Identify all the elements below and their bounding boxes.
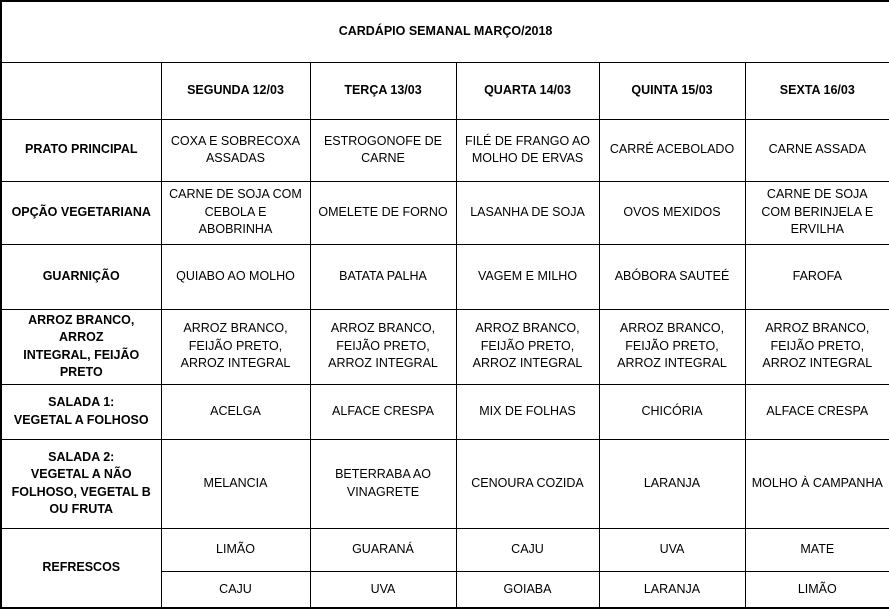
menu-cell: FILÉ DE FRANGO AO MOLHO DE ERVAS xyxy=(455,118,600,182)
menu-cell: UVA xyxy=(598,527,746,572)
table-row-salada-2: SALADA 2: VEGETAL A NÃO FOLHOSO, VEGETAL… xyxy=(0,438,889,529)
table-row-arroz-feijao: ARROZ BRANCO, ARROZ INTEGRAL, FEIJÃO PRE… xyxy=(0,308,889,385)
menu-cell: CAJU xyxy=(455,527,600,572)
menu-cell: MIX DE FOLHAS xyxy=(455,383,600,440)
menu-cell: OVOS MEXIDOS xyxy=(598,180,746,245)
menu-cell: ABÓBORA SAUTEÉ xyxy=(598,243,746,310)
menu-cell: CARNE ASSADA xyxy=(744,118,889,182)
table-row-refrescos-1: REFRESCOS LIMÃO GUARANÁ CAJU UVA MATE xyxy=(0,527,889,609)
menu-cell: GOIABA xyxy=(455,570,600,609)
menu-cell: LIMÃO xyxy=(744,570,889,609)
menu-cell: MOLHO À CAMPANHA xyxy=(744,438,889,529)
menu-cell: ALFACE CRESPA xyxy=(309,383,457,440)
day-header-wednesday: QUARTA 14/03 xyxy=(455,61,600,120)
row-label-salada-2: SALADA 2: VEGETAL A NÃO FOLHOSO, VEGETAL… xyxy=(0,438,162,529)
table-row-opcao-vegetariana: OPÇÃO VEGETARIANA CARNE DE SOJA COM CEBO… xyxy=(0,180,889,245)
day-header-tuesday: TERÇA 13/03 xyxy=(309,61,457,120)
menu-cell: ACELGA xyxy=(160,383,311,440)
row-label-guarnicao: GUARNIÇÃO xyxy=(0,243,162,310)
day-header-friday: SEXTA 16/03 xyxy=(744,61,889,120)
row-label-salada-1: SALADA 1: VEGETAL A FOLHOSO xyxy=(0,383,162,440)
menu-cell: MATE xyxy=(744,527,889,572)
menu-cell: QUIABO AO MOLHO xyxy=(160,243,311,310)
menu-cell: LASANHA DE SOJA xyxy=(455,180,600,245)
menu-cell: OMELETE DE FORNO xyxy=(309,180,457,245)
table-row-guarnicao: GUARNIÇÃO QUIABO AO MOLHO BATATA PALHA V… xyxy=(0,243,889,310)
menu-cell: LIMÃO xyxy=(160,527,311,572)
menu-cell: UVA xyxy=(309,570,457,609)
table-row-refrescos-2: CAJU UVA GOIABA LARANJA LIMÃO xyxy=(1,570,889,609)
menu-cell: MELANCIA xyxy=(160,438,311,529)
menu-cell: CARNE DE SOJA COM BERINJELA E ERVILHA xyxy=(744,180,889,245)
menu-cell: CHICÓRIA xyxy=(598,383,746,440)
menu-cell: COXA E SOBRECOXA ASSADAS xyxy=(160,118,311,182)
menu-cell: BATATA PALHA xyxy=(309,243,457,310)
day-header-thursday: QUINTA 15/03 xyxy=(598,61,746,120)
menu-cell: ALFACE CRESPA xyxy=(744,383,889,440)
menu-cell: ARROZ BRANCO, FEIJÃO PRETO, ARROZ INTEGR… xyxy=(598,308,746,385)
menu-cell: ARROZ BRANCO, FEIJÃO PRETO, ARROZ INTEGR… xyxy=(309,308,457,385)
menu-cell: LARANJA xyxy=(598,438,746,529)
day-header-row: SEGUNDA 12/03 TERÇA 13/03 QUARTA 14/03 Q… xyxy=(0,61,889,120)
menu-cell: CENOURA COZIDA xyxy=(455,438,600,529)
row-label-arroz-feijao: ARROZ BRANCO, ARROZ INTEGRAL, FEIJÃO PRE… xyxy=(0,308,162,385)
corner-cell xyxy=(0,61,162,120)
menu-cell: ESTROGONOFE DE CARNE xyxy=(309,118,457,182)
menu-cell: CARNE DE SOJA COM CEBOLA E ABOBRINHA xyxy=(160,180,311,245)
menu-cell: FAROFA xyxy=(744,243,889,310)
menu-cell: GUARANÁ xyxy=(309,527,457,572)
table-row-salada-1: SALADA 1: VEGETAL A FOLHOSO ACELGA ALFAC… xyxy=(0,383,889,440)
day-header-monday: SEGUNDA 12/03 xyxy=(160,61,311,120)
menu-cell: BETERRABA AO VINAGRETE xyxy=(309,438,457,529)
menu-cell: VAGEM E MILHO xyxy=(455,243,600,310)
menu-cell: ARROZ BRANCO, FEIJÃO PRETO, ARROZ INTEGR… xyxy=(160,308,311,385)
menu-cell: CAJU xyxy=(160,570,311,609)
row-label-prato-principal: PRATO PRINCIPAL xyxy=(0,118,162,182)
menu-cell: ARROZ BRANCO, FEIJÃO PRETO, ARROZ INTEGR… xyxy=(744,308,889,385)
title-row: CARDÁPIO SEMANAL MARÇO/2018 xyxy=(0,0,889,63)
row-label-refrescos: REFRESCOS xyxy=(0,527,162,609)
menu-cell: CARRÉ ACEBOLADO xyxy=(598,118,746,182)
menu-cell: ARROZ BRANCO, FEIJÃO PRETO, ARROZ INTEGR… xyxy=(455,308,600,385)
page-title: CARDÁPIO SEMANAL MARÇO/2018 xyxy=(0,0,889,63)
table-row-prato-principal: PRATO PRINCIPAL COXA E SOBRECOXA ASSADAS… xyxy=(0,118,889,182)
menu-cell: LARANJA xyxy=(598,570,746,609)
row-label-opcao-vegetariana: OPÇÃO VEGETARIANA xyxy=(0,180,162,245)
